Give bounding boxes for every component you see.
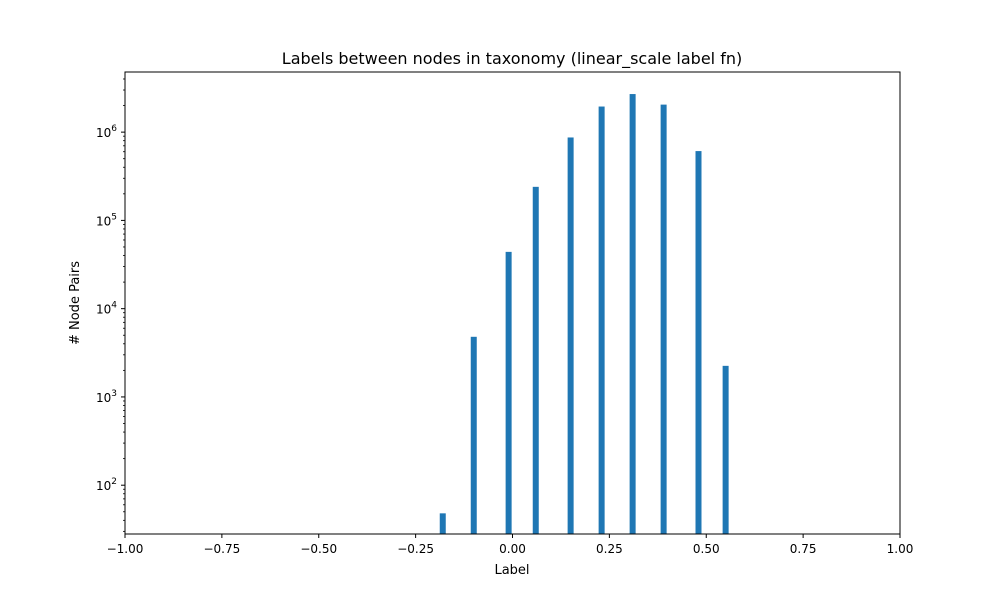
plot-frame [124, 71, 901, 535]
bar [660, 104, 667, 534]
x-tick-label: 0.00 [499, 542, 526, 556]
bar [722, 365, 729, 534]
x-tick-label: −1.00 [107, 542, 144, 556]
y-axis-label: # Node Pairs [68, 261, 83, 345]
x-tick-label: 0.75 [790, 542, 817, 556]
bar [629, 94, 636, 534]
x-tick-label: 0.25 [596, 542, 623, 556]
y-tick-label: 105 [96, 212, 117, 228]
x-tick-label: −0.75 [203, 542, 240, 556]
x-tick-label: 1.00 [887, 542, 914, 556]
bars-group [439, 94, 729, 534]
y-tick-exponent: 5 [111, 212, 117, 222]
y-tick-label: 106 [96, 124, 117, 140]
bar [598, 106, 605, 534]
bar [505, 251, 512, 534]
bar [470, 336, 477, 534]
x-tick-label: −0.50 [300, 542, 337, 556]
bar [695, 151, 702, 534]
bar [439, 513, 446, 534]
y-tick-exponent: 4 [111, 301, 117, 311]
y-tick-label: 102 [96, 477, 117, 493]
y-tick-exponent: 3 [111, 389, 117, 399]
y-tick-exponent: 6 [111, 124, 117, 134]
x-tick-label: −0.25 [397, 542, 434, 556]
y-tick-exponent: 2 [111, 477, 117, 487]
y-tick-label: 104 [96, 301, 117, 317]
bar [532, 186, 539, 534]
y-tick-label: 103 [96, 389, 117, 405]
x-tick-label: 0.50 [693, 542, 720, 556]
chart-title: Labels between nodes in taxonomy (linear… [282, 49, 742, 69]
x-axis: −1.00 −0.75 −0.50 −0.25 0.00 0.25 0.50 0.75 1.00 [107, 534, 914, 556]
bar [567, 137, 574, 534]
y-axis: 102 103 104 105 106 [96, 78, 125, 532]
x-axis-label: Label [494, 563, 529, 578]
